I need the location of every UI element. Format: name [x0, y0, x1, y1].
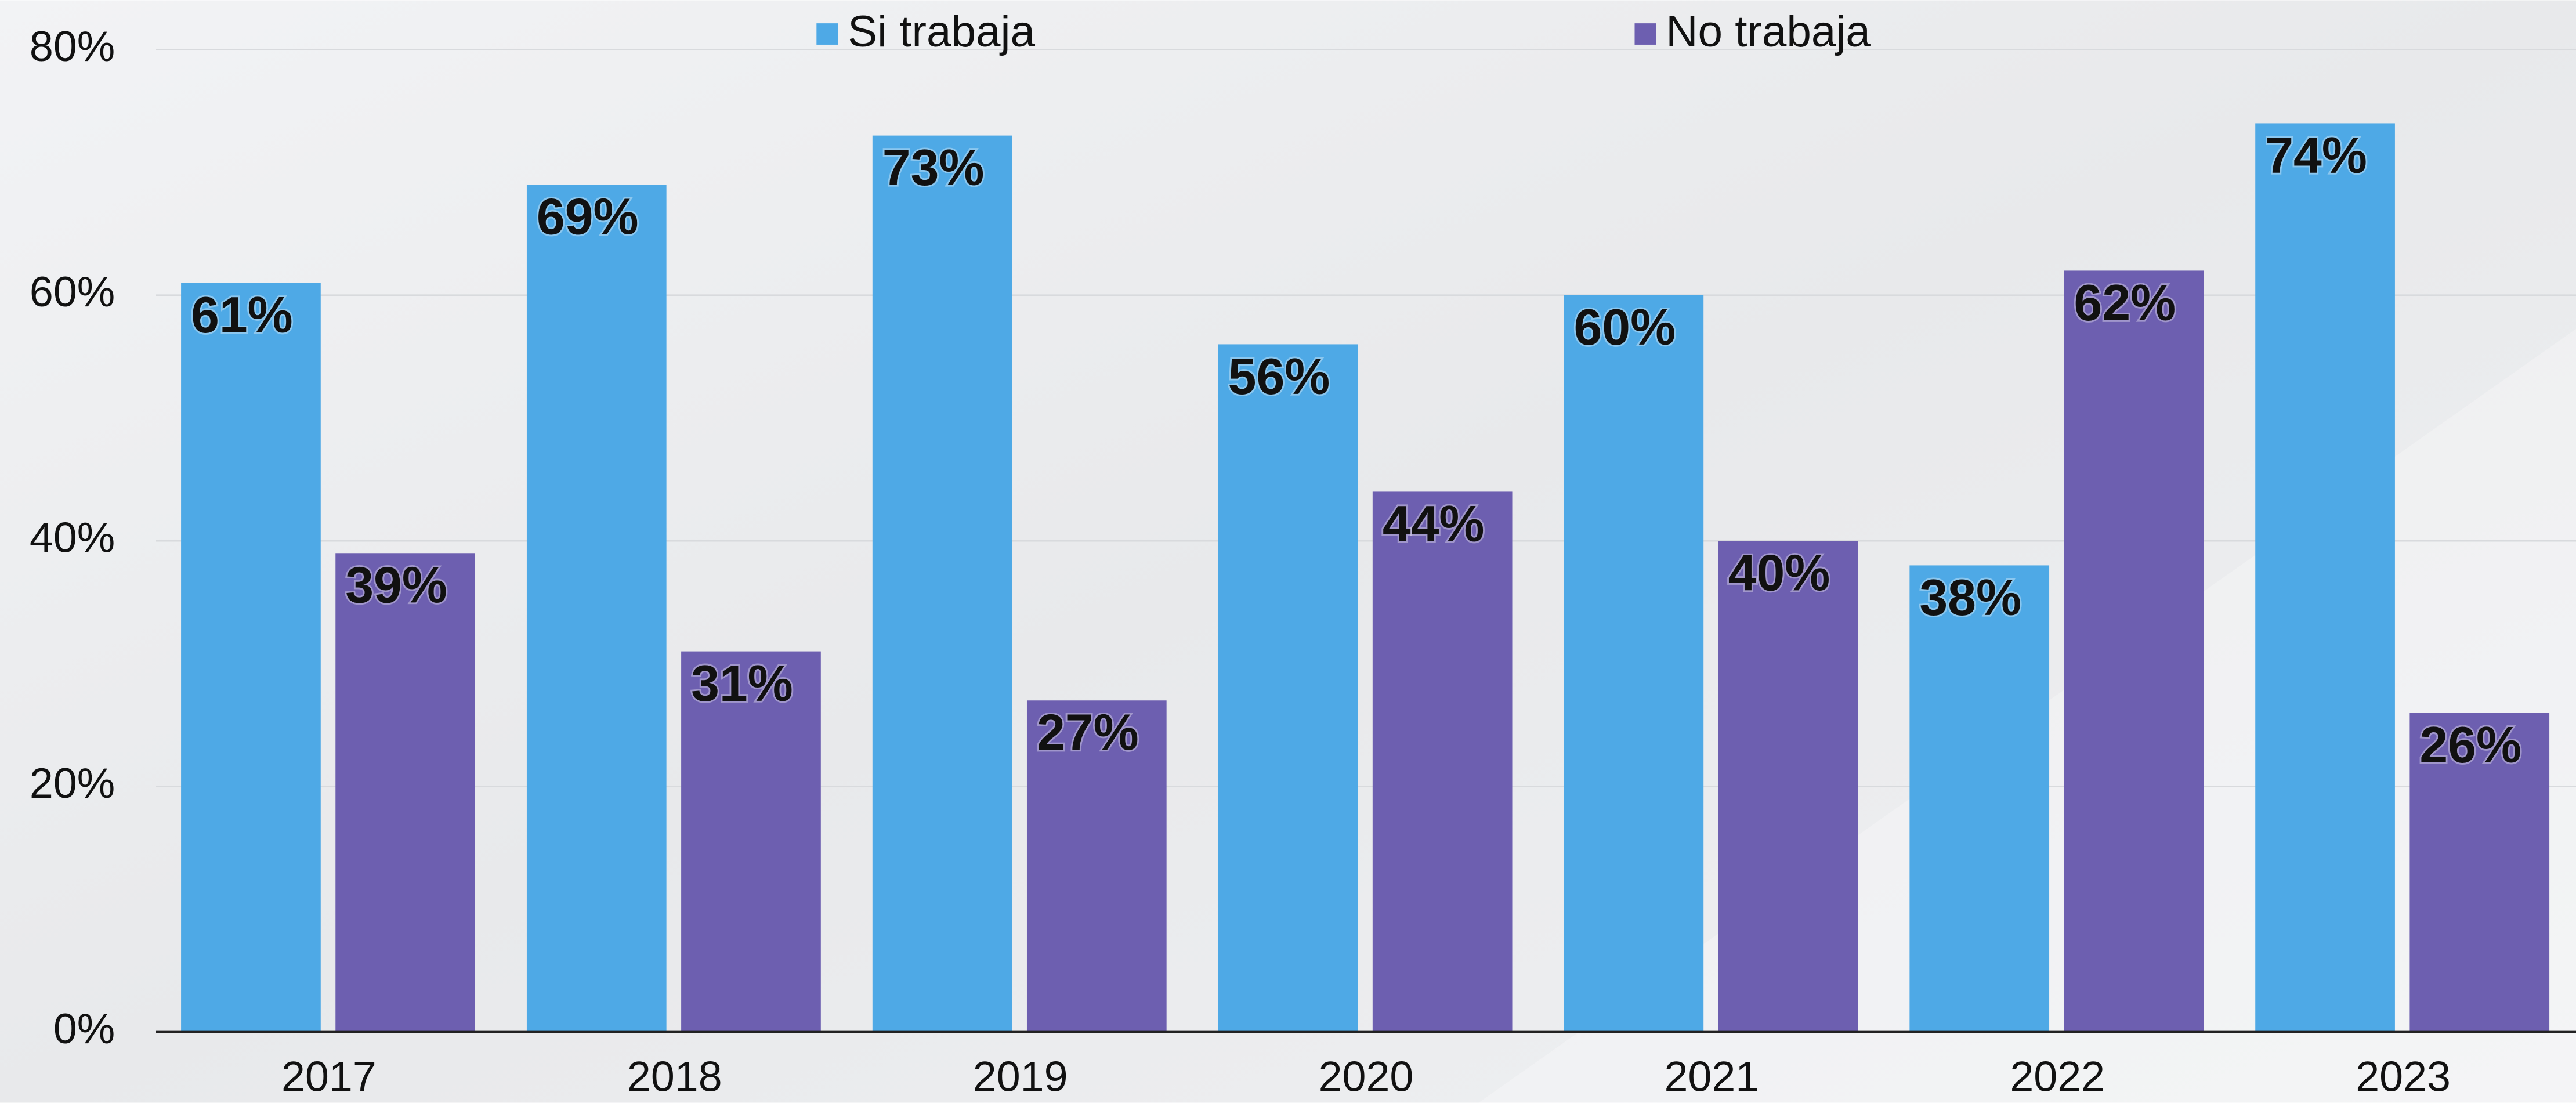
data-label: 61% [191, 287, 293, 343]
bar [1718, 541, 1858, 1032]
bar [2255, 123, 2395, 1032]
data-label: 73% [882, 139, 985, 196]
y-tick-label: 60% [30, 267, 115, 316]
bar [1218, 344, 1358, 1032]
bar [2409, 713, 2550, 1032]
data-label: 62% [2074, 274, 2176, 331]
data-label: 40% [1728, 545, 1830, 602]
legend-swatch [816, 23, 838, 45]
data-label: 69% [537, 189, 639, 245]
data-label: 38% [1919, 569, 2021, 626]
x-tick-label: 2023 [2356, 1052, 2451, 1100]
data-label: 39% [345, 557, 447, 614]
bar [181, 283, 321, 1032]
data-label: 60% [1574, 299, 1676, 356]
y-tick-label: 20% [30, 759, 115, 807]
bar [681, 651, 821, 1032]
legend-label: No trabaja [1666, 7, 1871, 56]
data-label: 56% [1228, 348, 1330, 405]
data-label: 26% [2419, 717, 2521, 773]
x-tick-label: 2019 [973, 1052, 1068, 1100]
y-tick-label: 80% [30, 22, 115, 70]
data-label: 44% [1383, 496, 1485, 552]
bar [335, 553, 475, 1032]
bar [1909, 565, 2050, 1032]
x-tick-label: 2021 [1664, 1052, 1759, 1100]
x-tick-label: 2020 [1319, 1052, 1414, 1100]
y-tick-label: 40% [30, 513, 115, 562]
bar [872, 135, 1012, 1032]
legend-swatch [1634, 23, 1656, 45]
data-label: 74% [2265, 127, 2367, 184]
bar [2064, 270, 2204, 1032]
y-tick-label: 0% [53, 1004, 115, 1053]
bar [1372, 491, 1513, 1032]
bar [1564, 295, 1704, 1032]
data-label: 27% [1037, 704, 1139, 761]
bar [526, 185, 667, 1032]
x-tick-label: 2022 [2010, 1052, 2105, 1100]
data-label: 31% [691, 655, 793, 712]
legend-label: Si trabaja [848, 7, 1035, 56]
bar [1026, 700, 1167, 1032]
x-tick-label: 2017 [281, 1052, 377, 1100]
x-tick-label: 2018 [627, 1052, 722, 1100]
